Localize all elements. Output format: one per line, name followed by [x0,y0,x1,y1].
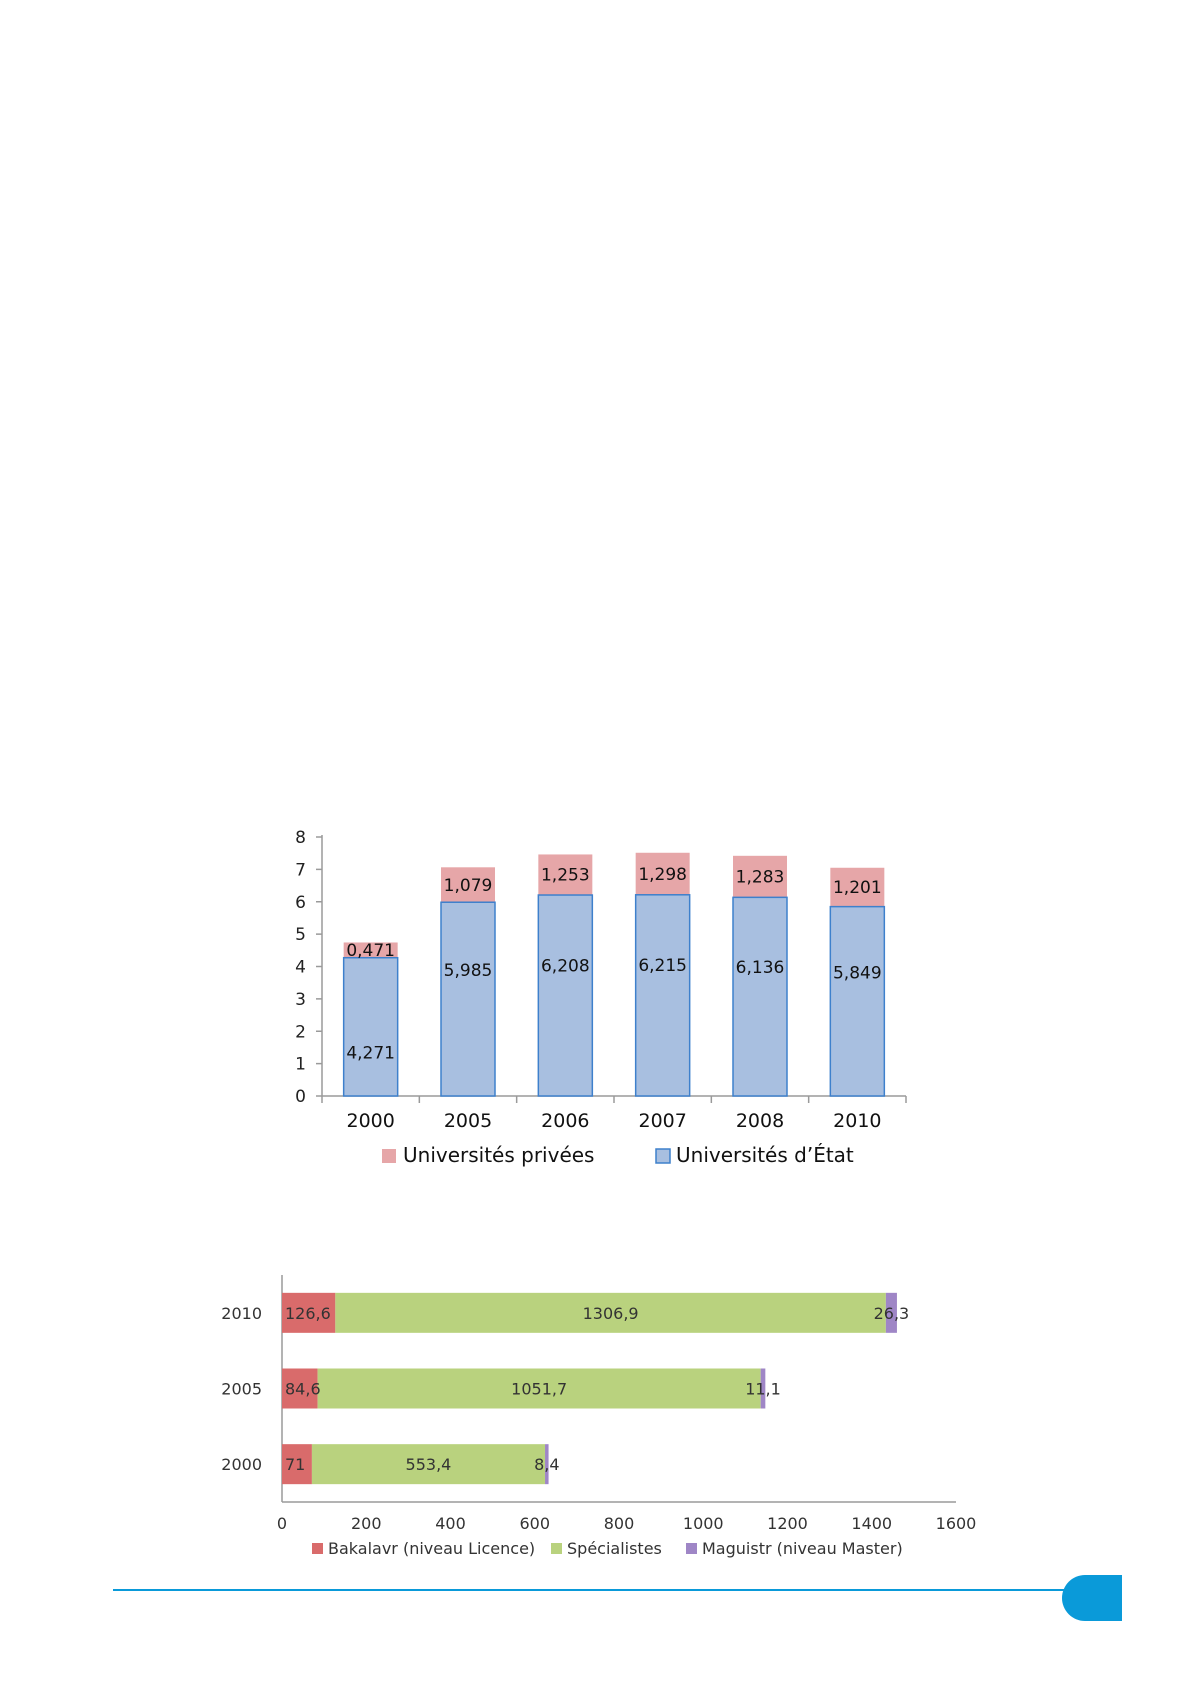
bar-bakalavr [282,1368,318,1409]
bar-universites-privees [635,852,690,895]
data-label-etat: 5,849 [833,964,882,984]
x-tick-label: 2000 [346,1110,394,1132]
data-label-etat: 6,208 [541,956,590,976]
data-label-privees: 1,253 [541,866,590,886]
y-tick-label: 0 [295,1087,306,1107]
data-label-specialistes: 1306,9 [583,1304,639,1323]
x-tick-label: 2006 [541,1110,589,1132]
data-label-privees: 1,079 [444,876,493,896]
bar-bakalavr [282,1292,336,1333]
y-tick-label: 1 [295,1055,306,1075]
bar-universites-privees [830,867,885,907]
bar-universites-privees [733,855,787,898]
bar-specialistes [317,1368,761,1409]
data-label-etat: 4,271 [346,1044,395,1064]
data-label-maguistr: 8,4 [534,1455,559,1474]
bar-universites-privees [441,867,495,903]
legend-label-etat: Universités d’État [676,1143,854,1167]
data-label-etat: 5,985 [444,961,493,981]
bar-universites-etat [342,956,399,1097]
data-label-privees: 1,283 [736,868,785,888]
data-label-etat: 6,215 [638,956,687,976]
data-label-specialistes: 553,4 [406,1455,452,1474]
legend-swatch-maguistr [686,1543,697,1554]
legend-label-privees: Universités privées [403,1143,594,1167]
bar-universites-etat [537,894,594,1097]
x-tick-label: 2010 [833,1110,881,1132]
legend-swatch-privees [382,1149,396,1163]
bar-universites-etat [634,894,691,1097]
x-tick-label: 200 [351,1514,382,1533]
bar-maguistr [545,1444,549,1485]
bar-universites-etat [732,896,788,1097]
data-label-privees: 1,298 [638,865,687,885]
y-tick-label: 5 [295,925,306,945]
y-tick-label: 3 [295,990,306,1010]
bar-universites-privees [343,942,398,958]
legend-swatch-specialistes [551,1543,562,1554]
legend-swatch-etat [655,1148,671,1164]
data-label-maguistr: 26,3 [874,1304,910,1323]
bar-universites-privees [538,854,593,896]
page-number-tab [1062,1575,1122,1621]
data-label-privees: 0,471 [346,941,395,961]
x-tick-label: 1200 [767,1514,808,1533]
bar-universites-etat [440,901,496,1097]
bar-universites-etat [829,905,886,1097]
data-label-bakalavr: 84,6 [285,1380,321,1399]
bar-maguistr [760,1368,766,1409]
y-tick-label: 4 [295,958,306,978]
data-label-privees: 1,201 [833,878,882,898]
x-tick-label: 0 [277,1514,287,1533]
data-label-bakalavr: 126,6 [285,1304,331,1323]
y-tick-label: 2005 [221,1380,262,1399]
bar-specialistes [311,1444,546,1485]
y-tick-label: 2010 [221,1304,262,1323]
legend-label-specialistes: Spécialistes [567,1539,662,1558]
y-tick-label: 7 [295,860,306,880]
legend-swatch-bakalavr [312,1543,323,1554]
data-label-bakalavr: 71 [285,1455,305,1474]
x-tick-label: 1600 [936,1514,977,1533]
x-tick-label: 800 [604,1514,635,1533]
x-tick-label: 600 [519,1514,550,1533]
bar-specialistes [335,1292,886,1333]
y-tick-label: 2000 [221,1455,262,1474]
legend-label-maguistr: Maguistr (niveau Master) [702,1539,903,1558]
data-label-etat: 6,136 [736,958,785,978]
x-tick-label: 1400 [851,1514,892,1533]
legend-label-bakalavr: Bakalavr (niveau Licence) [328,1539,535,1558]
footer-divider [113,1589,1113,1591]
x-tick-label: 400 [435,1514,466,1533]
bar-maguistr [885,1292,897,1333]
x-tick-label: 2008 [736,1110,784,1132]
x-tick-label: 2005 [444,1110,492,1132]
y-tick-label: 6 [295,893,306,913]
y-tick-label: 2 [295,1022,306,1042]
data-label-maguistr: 11,1 [745,1380,781,1399]
bar-bakalavr [282,1444,312,1485]
x-tick-label: 1000 [683,1514,724,1533]
y-tick-label: 8 [295,828,306,848]
data-label-specialistes: 1051,7 [511,1380,567,1399]
x-tick-label: 2007 [638,1110,686,1132]
